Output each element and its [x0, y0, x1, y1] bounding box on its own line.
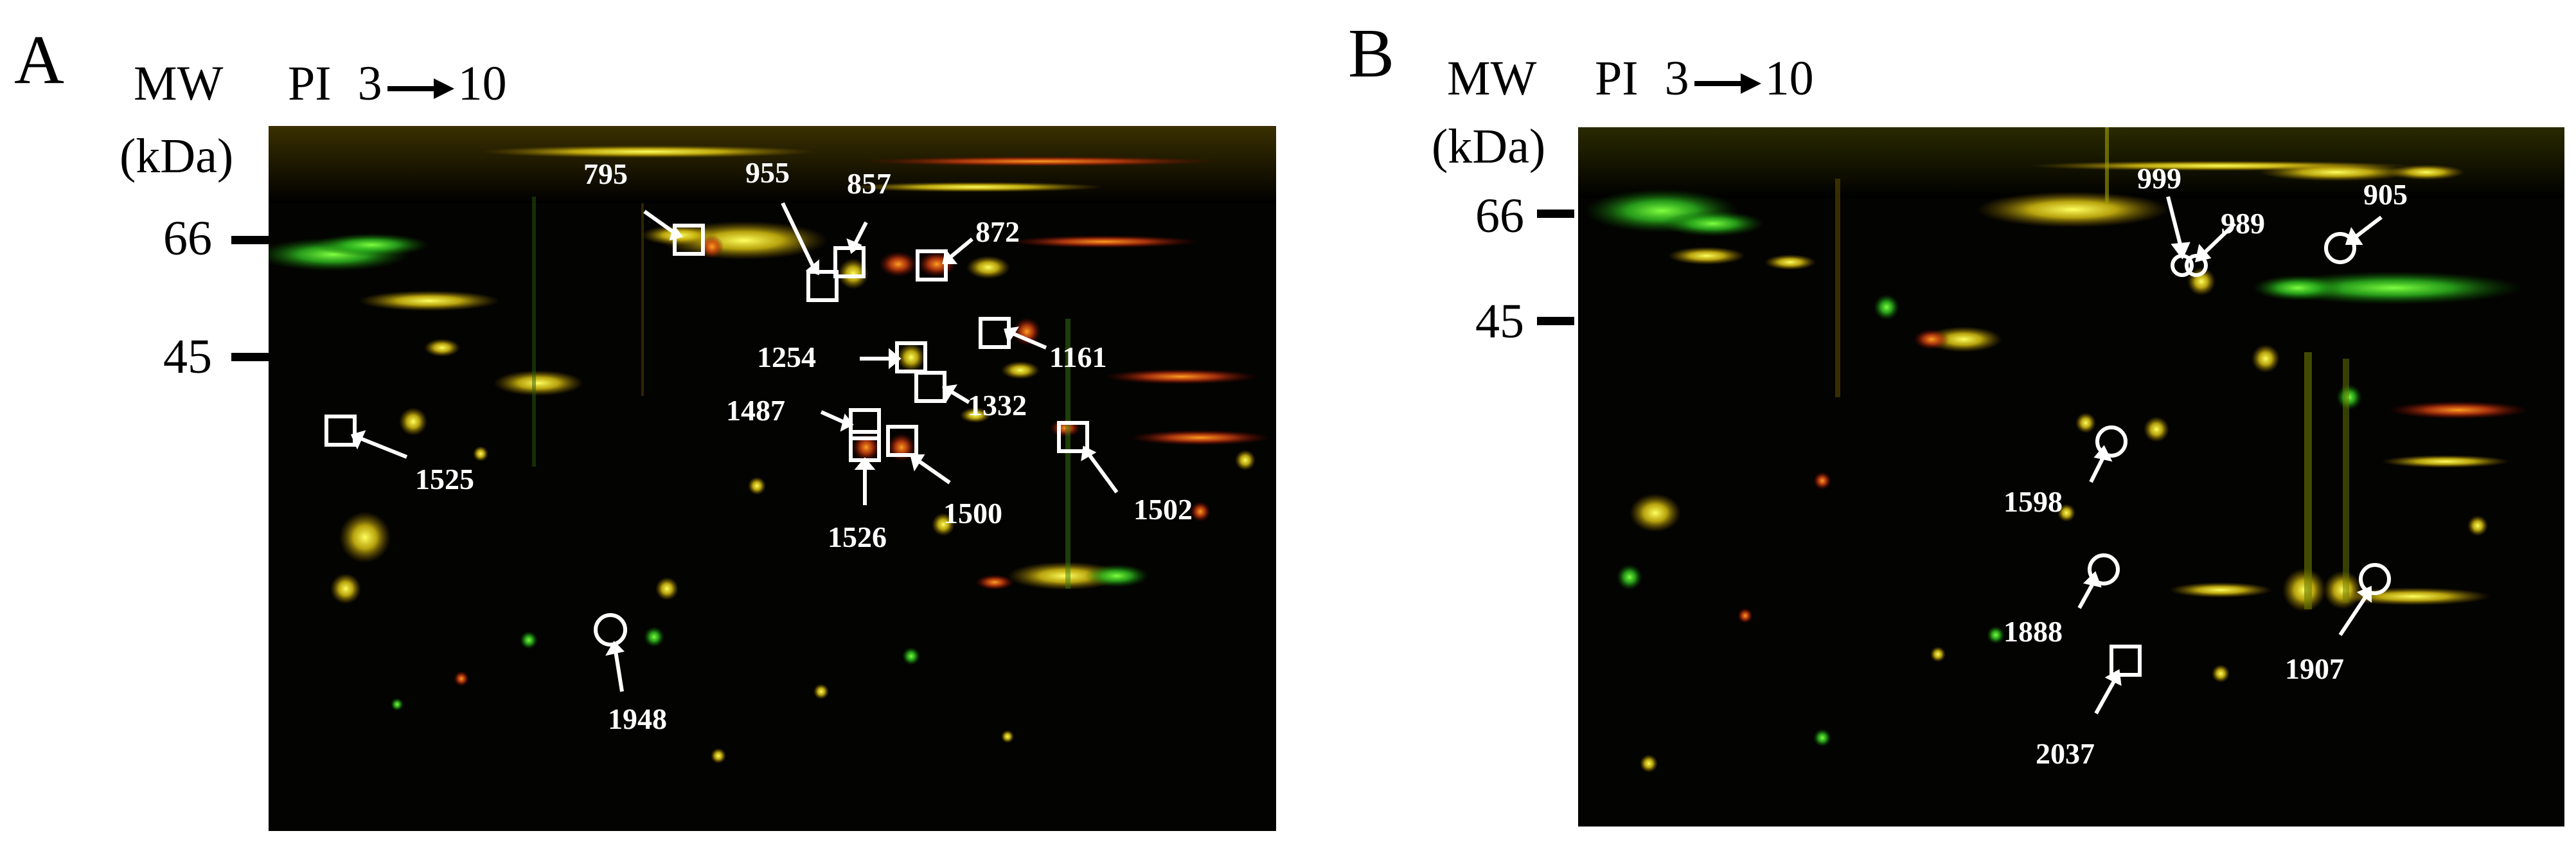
marker-66-tick-a: [231, 236, 269, 244]
spot-annotations-b: [2088, 232, 2391, 677]
panel-letter-a: A: [14, 22, 64, 98]
pi-range-b: PI 3 10: [1595, 54, 1814, 103]
spot-label-2037: 2037: [2036, 737, 2095, 770]
spot-marker-2037: [2110, 645, 2142, 677]
spot-label-872: 872: [975, 215, 1020, 248]
spot-label-1598: 1598: [2003, 485, 2063, 518]
spot-marker-905: [2324, 232, 2356, 264]
spot-label-1888: 1888: [2003, 615, 2063, 648]
spot-label-999: 999: [2137, 162, 2181, 195]
spot-label-1332: 1332: [968, 389, 1027, 422]
spot-label-905: 905: [2363, 178, 2408, 211]
pi-range-a: PI 3 10: [288, 59, 507, 108]
pi-start-b: 3: [1664, 51, 1689, 105]
spot-marker-1907: [2359, 563, 2391, 595]
spot-label-1948: 1948: [608, 702, 667, 735]
panel-letter-b: B: [1348, 15, 1395, 92]
kda-label-b: (kDa): [1432, 120, 1546, 174]
spot-label-1526: 1526: [828, 521, 887, 553]
marker-45-label-b: 45: [1475, 294, 1524, 348]
spot-label-1487: 1487: [726, 394, 785, 427]
marker-45-tick-b: [1537, 317, 1574, 325]
kda-label-a: (kDa): [120, 129, 234, 183]
spot-label-795: 795: [583, 157, 628, 190]
spot-marker-1500: [886, 425, 918, 457]
arrow-right-icon: [387, 78, 454, 99]
annotation-arrows-b: [2077, 196, 2383, 715]
spot-label-1907: 1907: [2285, 652, 2344, 685]
spot-marker-795: [673, 224, 705, 256]
pi-label-a: PI: [288, 57, 332, 111]
gel-spots-b: [1585, 127, 2529, 773]
mw-label-b: MW: [1447, 51, 1537, 105]
pi-label-b: PI: [1595, 51, 1639, 105]
spot-marker-1525: [324, 415, 357, 447]
pi-start-a: 3: [357, 57, 382, 111]
gel-image-a: 795 955 857 872 1254 1161 1332 1487 1525…: [269, 126, 1276, 831]
marker-66-label-b: 66: [1475, 189, 1524, 243]
spot-label-1525: 1525: [415, 463, 474, 496]
spot-marker-1598: [2095, 425, 2127, 458]
spot-marker-1888: [2088, 553, 2120, 585]
annotation-arrows-a: [350, 202, 1119, 692]
marker-45-tick-a: [231, 353, 269, 361]
marker-66-label-a: 66: [163, 211, 212, 265]
arrow-right-icon: [1694, 73, 1761, 94]
spot-label-955: 955: [745, 156, 790, 189]
spot-label-1500: 1500: [943, 497, 1002, 530]
spot-marker-1948: [594, 613, 627, 647]
spot-marker-1502: [1057, 421, 1089, 453]
mw-label-a: MW: [134, 57, 224, 111]
spot-marker-872: [916, 249, 948, 282]
marker-66-tick-b: [1537, 210, 1574, 218]
spot-marker-989: [2185, 254, 2208, 277]
spot-label-857: 857: [847, 167, 891, 200]
pi-end-a: 10: [457, 57, 507, 111]
marker-45-label-a: 45: [163, 330, 212, 384]
spot-labels-a: 795 955 857 872 1254 1161 1332 1487 1525…: [415, 156, 1193, 735]
spot-labels-b: 999 989 905 1598 1888 1907 2037: [2003, 162, 2408, 770]
spot-label-1254: 1254: [757, 341, 816, 373]
spot-marker-955: [806, 270, 839, 302]
spot-label-1502: 1502: [1133, 493, 1193, 526]
pi-end-b: 10: [1764, 51, 1814, 105]
spot-label-989: 989: [2221, 207, 2265, 240]
gel-image-b: 999 989 905 1598 1888 1907 2037: [1578, 127, 2564, 827]
spot-label-1161: 1161: [1049, 341, 1106, 373]
